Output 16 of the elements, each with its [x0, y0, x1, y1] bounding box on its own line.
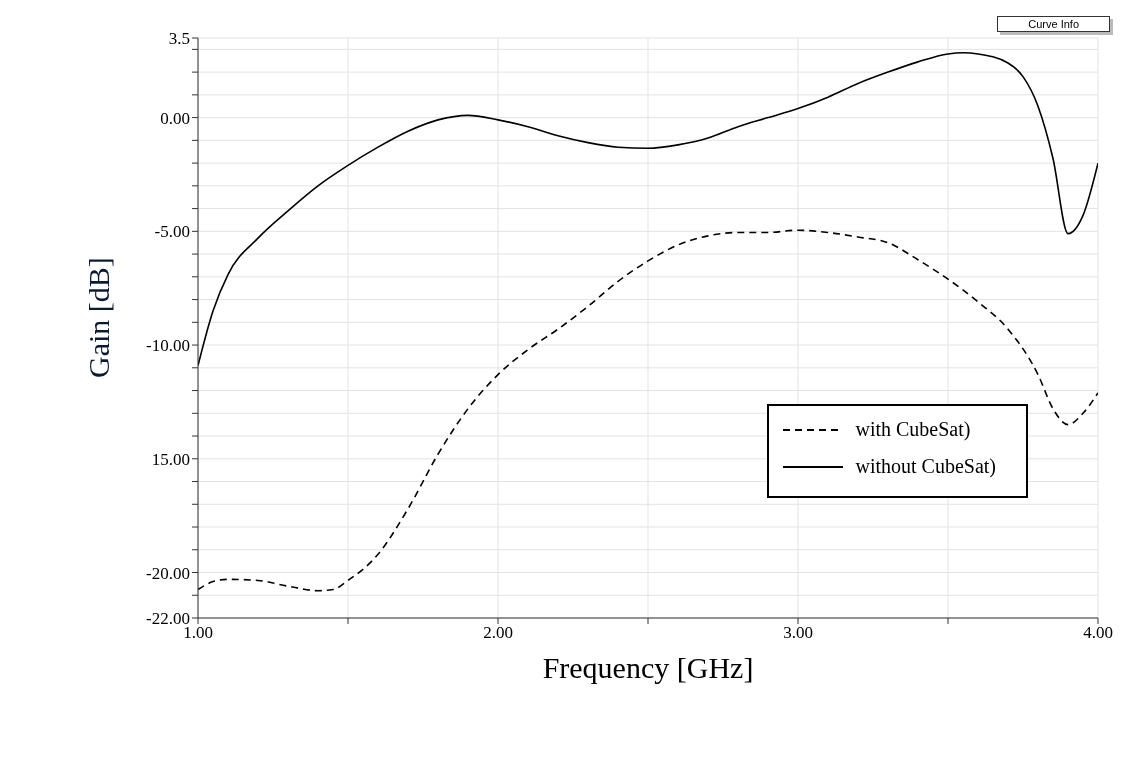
x-tick-label: 4.00 — [1083, 623, 1113, 643]
y-axis-title: Gain [dB] — [81, 257, 115, 378]
x-tick-label: 2.00 — [483, 623, 513, 643]
text: Curve Info — [997, 16, 1110, 32]
x-tick-label: 1.00 — [183, 623, 213, 643]
y-tick-label: 3.5 — [168, 29, 190, 49]
y-tick-label: 0.00 — [160, 108, 190, 128]
legend-label: with CubeSat) — [855, 418, 971, 441]
line-series — [198, 229, 1098, 592]
y-tick-label: -10.00 — [146, 336, 190, 356]
x-axis-title: Frequency [GHz] — [542, 651, 754, 684]
y-tick-label: 15.00 — [151, 449, 190, 469]
y-tick-label: -5.00 — [154, 222, 190, 242]
legend-label: without CubeSat) — [855, 455, 996, 478]
y-tick-label: -20.00 — [146, 563, 190, 583]
x-tick-label: 3.00 — [783, 623, 813, 643]
